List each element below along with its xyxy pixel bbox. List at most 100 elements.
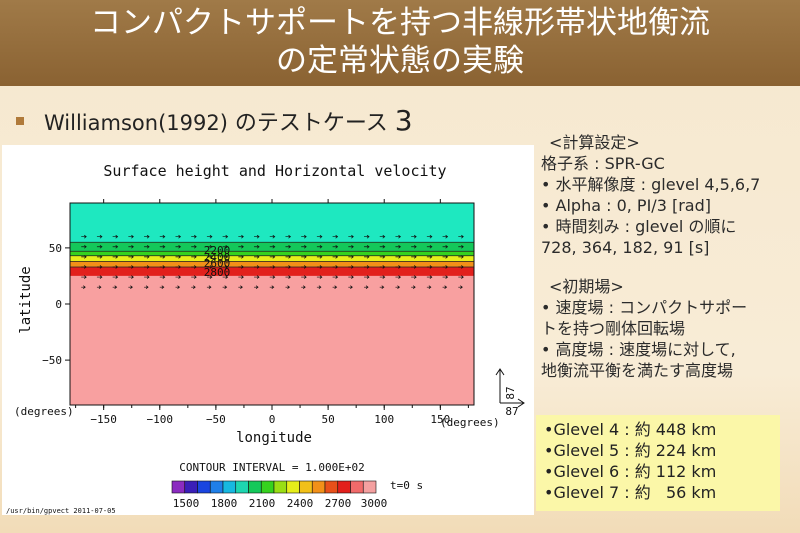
- velocity-arrow-icon: [175, 255, 182, 259]
- x-tick-label: 50: [321, 413, 334, 426]
- velocity-arrow-icon: [411, 234, 417, 239]
- velocity-arrow-icon: [426, 265, 433, 269]
- velocity-arrow-icon: [458, 244, 464, 249]
- velocity-arrow-icon: [395, 255, 402, 259]
- velocity-arrow-icon: [348, 285, 353, 289]
- velocity-arrow-icon: [191, 265, 197, 269]
- colorbar-labels: 1500 1800 2100 2400 2700 3000: [173, 497, 388, 510]
- velocity-arrow-icon: [395, 234, 402, 239]
- velocity-arrow-icon: [301, 265, 307, 269]
- velocity-arrow-icon: [426, 234, 433, 239]
- velocity-arrow-icon: [285, 275, 292, 279]
- velocity-arrow-icon: [364, 285, 369, 289]
- velocity-arrow-icon: [222, 285, 228, 289]
- height-band: [70, 275, 474, 405]
- y-tick-label: −50: [42, 354, 62, 367]
- settings-line: • Alpha : 0, PI/3 [rad]: [541, 196, 711, 215]
- velocity-arrow-icon: [348, 275, 354, 279]
- velocity-arrow-icon: [81, 234, 87, 239]
- colorbar-swatch: [235, 480, 249, 494]
- velocity-arrow-icon: [426, 244, 433, 249]
- initial-line: • 速度場 : コンパクトサポー: [541, 298, 748, 317]
- velocity-arrow-icon: [112, 255, 119, 259]
- height-band: [70, 266, 474, 276]
- height-bands: [70, 203, 474, 405]
- plot-figure: Surface height and Horizontal velocity 2…: [6, 162, 525, 515]
- contour-label: 2200: [204, 244, 231, 257]
- velocity-arrow-icon: [144, 255, 150, 259]
- velocity-arrow-icon: [159, 265, 166, 269]
- velocity-arrow-icon: [175, 234, 182, 239]
- velocity-arrow-icon: [269, 285, 275, 289]
- velocity-arrow-icon: [81, 265, 87, 269]
- velocity-arrow-icon: [442, 234, 449, 239]
- initial-line: 地衡流平衡を満たす高度場: [541, 361, 734, 380]
- settings-line: 728, 364, 182, 91 [s]: [541, 238, 710, 257]
- velocity-arrow-icon: [442, 255, 449, 259]
- title-line-1: コンパクトサポートを持つ非線形帯状地衡流: [90, 5, 710, 41]
- velocity-arrow-icon: [332, 234, 339, 239]
- velocity-arrow-icon: [379, 255, 386, 259]
- velocity-arrow-icon: [301, 285, 306, 289]
- velocity-arrow-icon: [96, 265, 103, 269]
- velocity-arrow-icon: [426, 255, 433, 259]
- velocity-arrow-icon: [348, 244, 354, 249]
- bullet-text-a: Williamson(1992): [44, 111, 228, 135]
- velocity-arrow-icon: [222, 265, 229, 269]
- colorbar-swatch: [286, 480, 300, 494]
- velocity-arrow-icon: [222, 244, 229, 249]
- resolution-item: •Glevel 5 : 約 224 km: [544, 441, 717, 460]
- velocity-arrow-icon: [112, 275, 119, 279]
- time-label: t=0 s: [390, 479, 423, 492]
- plot-title: Surface height and Horizontal velocity: [103, 162, 446, 180]
- colorbar-swatch: [197, 480, 211, 494]
- x-tick-label: 100: [374, 413, 394, 426]
- velocity-arrow-icon: [159, 285, 165, 289]
- velocity-arrow-icon: [285, 285, 291, 289]
- velocity-arrow-icon: [191, 255, 197, 259]
- velocity-arrow-icon: [395, 265, 402, 269]
- velocity-arrow-icon: [411, 285, 416, 289]
- velocity-arrow-icon: [332, 244, 339, 249]
- velocity-arrow-icon: [379, 265, 386, 269]
- velocity-arrow-icon: [238, 285, 243, 289]
- velocity-arrow-icon: [411, 255, 417, 259]
- velocity-arrow-icon: [238, 234, 244, 239]
- velocity-arrow-icon: [96, 275, 103, 279]
- contour-label: 2600: [204, 257, 231, 270]
- velocity-arrow-icon: [269, 244, 276, 249]
- velocity-arrow-icon: [222, 255, 229, 259]
- velocity-arrow-icon: [301, 275, 307, 279]
- velocity-arrow-icon: [285, 265, 292, 269]
- velocity-arrow-icon: [458, 234, 464, 239]
- plot-panel: Surface height and Horizontal velocity 2…: [2, 145, 534, 515]
- velocity-arrow-icon: [269, 265, 276, 269]
- height-band: [70, 251, 474, 256]
- velocity-arrow-icon: [442, 244, 449, 249]
- velocity-arrow-icon: [254, 244, 260, 249]
- colorbar-label: 2700: [325, 497, 352, 510]
- colorbar-label: 1800: [211, 497, 238, 510]
- height-band: [70, 261, 474, 267]
- title-line-2: の定常状態の実験: [276, 43, 524, 79]
- colorbar-swatch: [273, 480, 288, 494]
- contour-interval: CONTOUR INTERVAL = 1.000E+02: [179, 461, 364, 474]
- bullet-square-icon: [16, 116, 24, 125]
- colorbar-swatch: [171, 480, 186, 494]
- height-band: [70, 255, 474, 262]
- velocity-arrow-icon: [379, 275, 386, 279]
- colorbar-swatch: [362, 480, 377, 494]
- resolution-item: •Glevel 4 : 約 448 km: [544, 420, 717, 439]
- reference-arrow-h-icon: [517, 398, 525, 408]
- velocity-arrow-icon: [316, 244, 323, 249]
- colorbar-swatch: [337, 480, 351, 494]
- velocity-arrow-icon: [206, 285, 212, 289]
- velocity-arrow-icon: [144, 285, 149, 289]
- x-axis-label: longitude: [236, 430, 312, 446]
- velocity-arrow-icon: [191, 244, 197, 249]
- resolution-item: •Glevel 7 : 約 56 km: [544, 483, 717, 502]
- velocity-arrow-icon: [332, 285, 338, 289]
- x-tick-label: −100: [147, 413, 174, 426]
- contour-labels: 2200 2400 2600 2800: [204, 244, 231, 279]
- velocity-arrow-icon: [81, 255, 87, 259]
